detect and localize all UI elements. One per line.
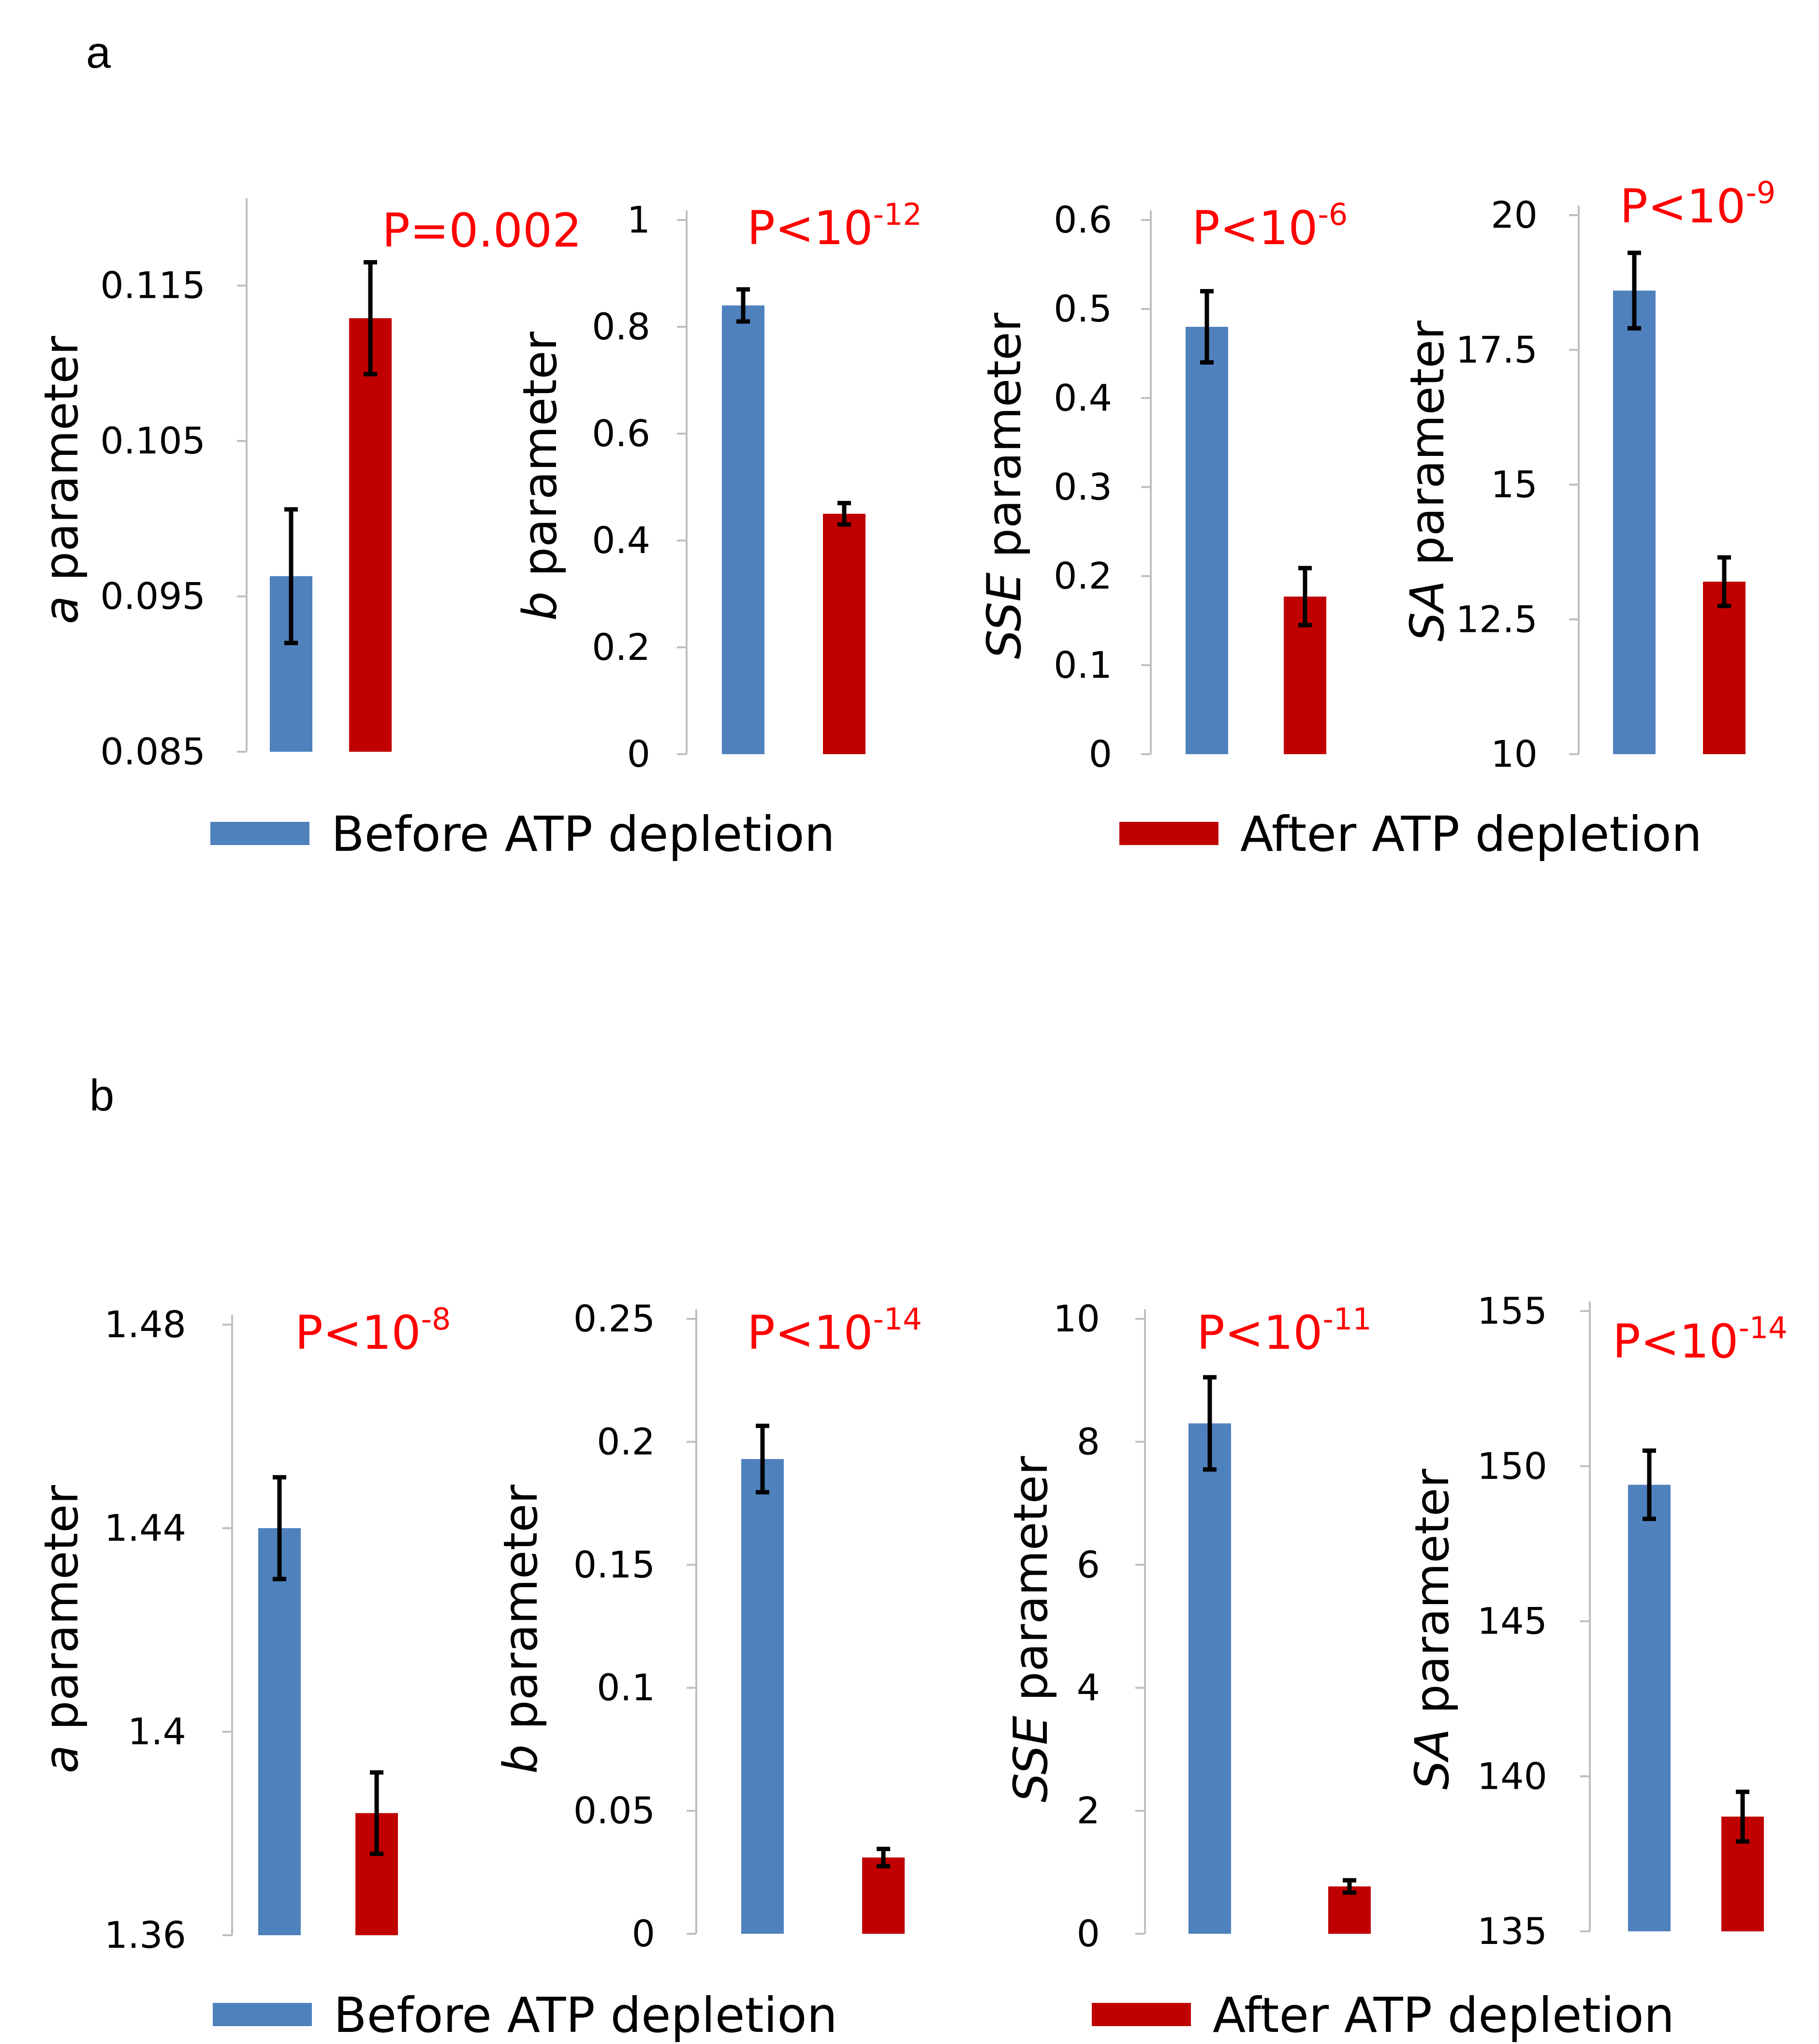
- y-tick-label: 15: [1491, 463, 1538, 506]
- y-tick-label: 6: [1077, 1543, 1100, 1586]
- p-value-label: P<10-14: [747, 1301, 922, 1360]
- y-tick-label: 0.2: [592, 626, 650, 669]
- chart-b-b: 0 0.05 0.1 0.15 0.2 0.25 b parameter P<10-14: [494, 1297, 922, 1955]
- legend-swatch-before: [213, 2003, 312, 2026]
- y-axis-title: SA parameter: [1400, 321, 1454, 642]
- bar-before: [1613, 291, 1656, 754]
- legend-row-a: Before ATP depletion After ATP depletion: [210, 806, 1702, 862]
- y-tick-label: 0.3: [1054, 466, 1112, 509]
- y-tick-label: 1: [627, 198, 650, 241]
- y-tick-label: 1.48: [104, 1303, 186, 1346]
- y-axis-title: SSE parameter: [977, 312, 1031, 659]
- y-tick-label: 0.4: [592, 519, 650, 562]
- y-tick-label: 8: [1077, 1420, 1100, 1463]
- y-tick-label: 1.4: [128, 1710, 186, 1753]
- y-tick-label: 0.6: [1054, 198, 1112, 241]
- y-tick-label: 0: [1089, 732, 1112, 775]
- p-value-label: P<10-14: [1613, 1310, 1788, 1369]
- y-tick-label: 0: [1077, 1912, 1100, 1955]
- y-tick-label: 10: [1053, 1297, 1100, 1340]
- y-tick-label: 4: [1077, 1666, 1100, 1709]
- y-axis-title: b parameter: [513, 331, 567, 621]
- bar-before: [1188, 1423, 1231, 1934]
- y-tick-label: 0.4: [1054, 376, 1112, 419]
- y-axis-title: b parameter: [494, 1484, 548, 1774]
- chart-a-b: 0 0.2 0.4 0.6 0.8 1 b parameter P<10-12: [513, 197, 922, 775]
- p-value-label: P=0.002: [382, 204, 582, 258]
- y-tick-label: 10: [1491, 732, 1538, 775]
- y-tick-label: 0.1: [1054, 643, 1112, 686]
- chart-b-sa: 135 140 145 150 155 SA parameter P<10-14: [1405, 1289, 1788, 1953]
- y-tick-label: 0: [627, 732, 650, 775]
- y-tick-label: 0.8: [592, 305, 650, 348]
- y-tick-label: 1.36: [104, 1913, 186, 1956]
- y-tick-label: 20: [1491, 193, 1538, 236]
- legend-swatch-after: [1092, 2003, 1191, 2026]
- y-tick-label: 135: [1477, 1910, 1547, 1953]
- legend-swatch-after: [1119, 822, 1218, 845]
- panel-label-a: a: [86, 28, 111, 77]
- legend-label-before: Before ATP depletion: [334, 1987, 837, 2044]
- y-tick-label: 140: [1477, 1754, 1547, 1797]
- legend-swatch-before: [210, 822, 309, 845]
- bar-after: [1703, 582, 1746, 754]
- p-value-label: P<10-8: [295, 1301, 451, 1360]
- y-axis-title: a parameter: [34, 336, 88, 624]
- y-tick-label: 2: [1077, 1789, 1100, 1832]
- y-tick-label: 0.05: [573, 1789, 655, 1832]
- p-value-label: P<10-6: [1192, 197, 1348, 255]
- bar-before: [722, 305, 764, 754]
- y-tick-label: 0.5: [1054, 287, 1112, 330]
- y-tick-label: 12.5: [1456, 598, 1538, 641]
- y-tick-label: 1.44: [104, 1506, 186, 1549]
- y-axis-title: SSE parameter: [1004, 1456, 1058, 1802]
- chart-a-alpha: 0.085 0.095 0.105 0.115 a parameter P=0.002: [34, 198, 582, 773]
- bar-after: [349, 318, 392, 752]
- legend-label-before: Before ATP depletion: [331, 806, 835, 862]
- y-tick-label: 150: [1477, 1445, 1547, 1488]
- y-tick-label: 0: [632, 1912, 655, 1955]
- legend-row-b: Before ATP depletion After ATP depletion: [213, 1987, 1674, 2044]
- bar-before: [258, 1528, 301, 1935]
- bar-before: [1186, 327, 1228, 754]
- bar-before: [1628, 1485, 1671, 1931]
- bar-after: [862, 1857, 905, 1934]
- y-tick-label: 145: [1477, 1600, 1547, 1643]
- legend-label-after: After ATP depletion: [1240, 806, 1702, 862]
- panel-label-b: b: [89, 1071, 114, 1120]
- y-tick-label: 0.095: [100, 575, 205, 618]
- p-value-label: P<10-11: [1197, 1301, 1372, 1360]
- y-tick-label: 0.25: [573, 1297, 655, 1340]
- chart-b-sse: 0 2 4 6 8 10 SSE parameter P<10-11: [1004, 1297, 1372, 1955]
- chart-a-sse: 0 0.1 0.2 0.3 0.4 0.5 0.6 SSE parameter P<10-6: [977, 197, 1348, 775]
- y-tick-label: 0.085: [100, 730, 205, 773]
- chart-a-sa: 10 12.5 15 17.5 20 SA parameter P<10-9: [1400, 175, 1775, 775]
- y-tick-label: 0.15: [573, 1543, 655, 1586]
- chart-b-alpha: 1.36 1.4 1.44 1.48 a parameter P<10-8: [34, 1301, 451, 1956]
- y-tick-label: 0.115: [100, 264, 205, 307]
- y-tick-label: 0.105: [100, 419, 205, 462]
- y-tick-label: 17.5: [1456, 328, 1538, 371]
- y-tick-label: 155: [1477, 1289, 1547, 1332]
- y-axis-title: SA parameter: [1405, 1469, 1459, 1790]
- p-value-label: P<10-12: [747, 197, 922, 255]
- y-tick-label: 0.2: [597, 1420, 655, 1463]
- y-tick-label: 0.1: [597, 1666, 655, 1709]
- bar-after: [823, 513, 865, 754]
- y-axis-title: a parameter: [34, 1485, 88, 1773]
- y-tick-label: 0.2: [1054, 555, 1112, 598]
- p-value-label: P<10-9: [1620, 175, 1775, 234]
- y-tick-label: 0.6: [592, 412, 650, 455]
- bar-before: [741, 1459, 784, 1934]
- legend-label-after: After ATP depletion: [1213, 1987, 1674, 2044]
